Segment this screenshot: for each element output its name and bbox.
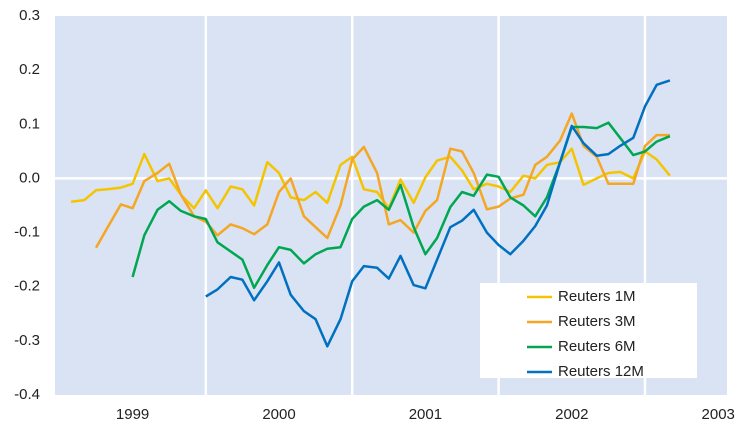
y-tick-label: -0.4 [14, 386, 40, 403]
series-line [131, 121, 671, 290]
x-tick-label: 2001 [409, 406, 442, 423]
x-tick-label: 2000 [262, 406, 295, 423]
y-tick-label: 0.1 [19, 115, 40, 132]
y-tick-label: 0.3 [19, 7, 40, 24]
y-tick-label: -0.3 [14, 332, 40, 349]
legend-label: Reuters 6M [558, 338, 636, 355]
x-tick-label: 2003 [702, 406, 735, 423]
x-tick-label: 2002 [555, 406, 588, 423]
series-line [94, 112, 670, 249]
series-line [70, 147, 671, 210]
legend-label: Reuters 1M [558, 288, 636, 305]
y-tick-label: -0.1 [14, 224, 40, 241]
y-tick-label: 0.2 [19, 61, 40, 78]
legend-box [480, 283, 697, 378]
y-tick-label: 0.0 [19, 169, 40, 186]
series-line [205, 79, 671, 348]
legend-label: Reuters 3M [558, 313, 636, 330]
x-tick-label: 1999 [116, 406, 149, 423]
legend-label: Reuters 12M [558, 363, 644, 380]
y-tick-label: -0.2 [14, 278, 40, 295]
